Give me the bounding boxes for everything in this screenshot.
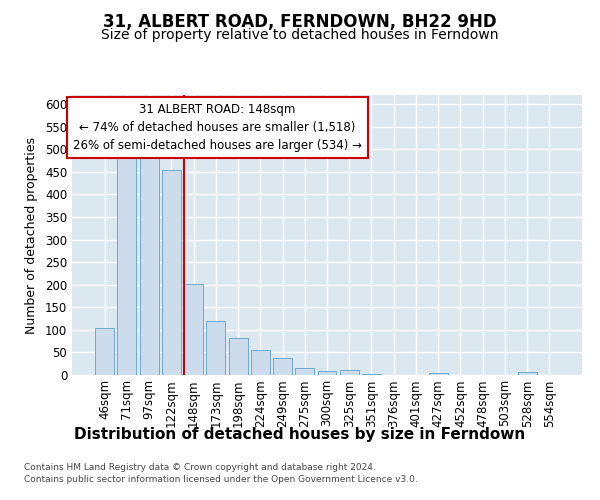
Y-axis label: Number of detached properties: Number of detached properties xyxy=(25,136,38,334)
Text: Size of property relative to detached houses in Ferndown: Size of property relative to detached ho… xyxy=(101,28,499,42)
Bar xyxy=(340,370,359,375)
Text: Contains HM Land Registry data © Crown copyright and database right 2024.: Contains HM Land Registry data © Crown c… xyxy=(24,462,376,471)
Bar xyxy=(251,350,270,375)
Bar xyxy=(317,371,337,375)
Text: 31, ALBERT ROAD, FERNDOWN, BH22 9HD: 31, ALBERT ROAD, FERNDOWN, BH22 9HD xyxy=(103,12,497,30)
Bar xyxy=(518,372,536,375)
Bar xyxy=(184,284,203,375)
Text: Contains public sector information licensed under the Open Government Licence v3: Contains public sector information licen… xyxy=(24,475,418,484)
Bar xyxy=(162,170,181,375)
Bar xyxy=(362,374,381,375)
Text: 31 ALBERT ROAD: 148sqm
← 74% of detached houses are smaller (1,518)
26% of semi-: 31 ALBERT ROAD: 148sqm ← 74% of detached… xyxy=(73,104,362,152)
Bar xyxy=(429,373,448,375)
Bar xyxy=(295,368,314,375)
Bar xyxy=(118,155,136,375)
Bar xyxy=(140,155,158,375)
Bar xyxy=(206,321,225,375)
Text: Distribution of detached houses by size in Ferndown: Distribution of detached houses by size … xyxy=(74,428,526,442)
Bar xyxy=(95,328,114,375)
Bar xyxy=(273,358,292,375)
Bar xyxy=(229,338,248,375)
